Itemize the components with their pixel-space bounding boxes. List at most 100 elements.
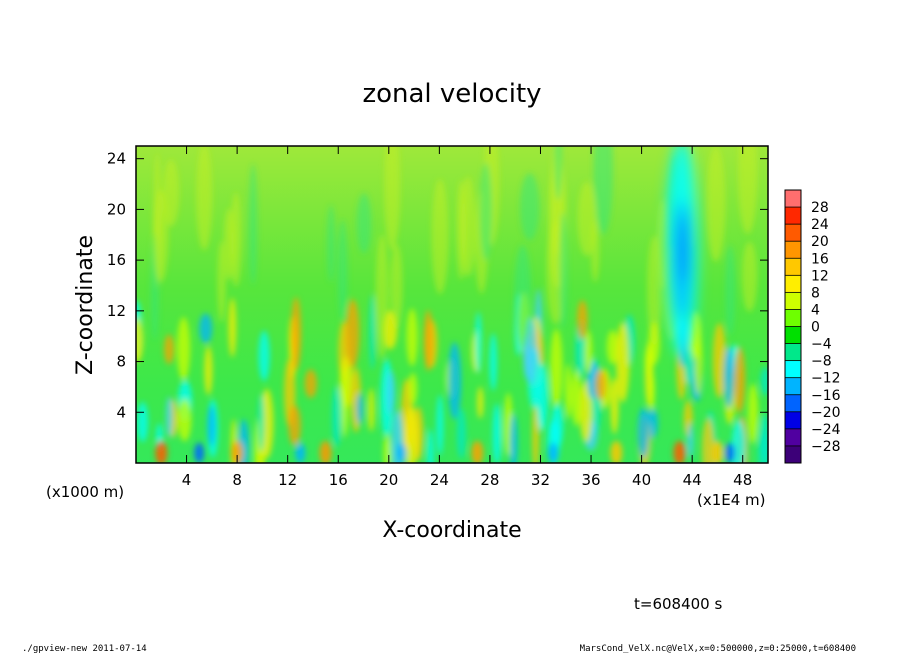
colorbar-swatch-10 [785, 360, 801, 379]
field-streak [554, 146, 563, 201]
colorbar-label-10: −12 [811, 371, 841, 387]
field-cell [687, 423, 694, 458]
field-cell [383, 434, 391, 463]
field-cell [291, 297, 302, 371]
field-streak [520, 173, 540, 241]
colorbar-label-12: −20 [811, 405, 841, 421]
field-cell [386, 370, 396, 415]
x-axis-ticks: 4 8 12 16 20 24 28 32 36 40 44 48 [182, 146, 752, 489]
field-cell [176, 317, 191, 381]
colorbar-label-2: 20 [811, 234, 829, 250]
field-cell [644, 346, 654, 377]
x-axis-label: X-coordinate [382, 518, 521, 543]
colorbar-label-5: 8 [811, 285, 820, 301]
field-streak [337, 219, 348, 321]
field-cell [408, 372, 418, 405]
x-tick-label-4: 20 [379, 471, 398, 489]
y-axis-ticks: 4 8 12 16 20 24 [107, 150, 768, 421]
colorbar-swatch-4 [785, 258, 801, 276]
field-surface-cell [711, 440, 724, 463]
field-cell [447, 342, 462, 420]
field-surface-cell [610, 440, 623, 463]
field-surface-cell [471, 440, 484, 463]
field-cell [577, 300, 588, 340]
y-unit-note: (x1000 m) [46, 483, 124, 501]
field-surface-cell [194, 442, 205, 463]
field-cell [564, 364, 572, 419]
x-tick-label-0: 4 [182, 471, 192, 489]
field-cell [177, 398, 192, 442]
field-cell [475, 311, 482, 373]
colorbar-label-7: 0 [811, 320, 820, 336]
field-cell [427, 429, 434, 463]
field-cell [616, 322, 630, 403]
colorbar-swatch-9 [785, 343, 801, 362]
field-surface-cell [396, 442, 407, 463]
field-streak [356, 193, 372, 254]
field-cell [760, 366, 768, 396]
colorbar-label-3: 16 [811, 251, 829, 267]
field-cell [731, 420, 746, 463]
field-cell [694, 331, 703, 395]
x-tick-label-9: 40 [632, 471, 651, 489]
y-axis-label: Z-coordinate [73, 235, 98, 375]
colorbar-swatch-0 [785, 190, 801, 208]
colorbar-swatch-2 [785, 224, 801, 242]
field-cell [406, 308, 418, 367]
field-streak [593, 146, 614, 235]
colorbar-swatch-12 [785, 394, 801, 413]
jet-center [679, 212, 688, 283]
colorbar-swatch-3 [785, 241, 801, 259]
field-cell [258, 394, 265, 452]
field-cell [702, 418, 715, 463]
field-cell [684, 349, 694, 385]
field-cell [199, 313, 213, 344]
time-label: t=608400 s [634, 595, 722, 613]
field-cell [423, 310, 433, 371]
field-cell [584, 330, 593, 374]
field-surface-cell [295, 442, 306, 463]
x-tick-label-5: 24 [430, 471, 449, 489]
colorbar-swatch-1 [785, 207, 801, 225]
colorbar-swatch-15 [785, 445, 801, 464]
y-tick-label-4: 20 [107, 200, 126, 218]
x-unit-note: (x1E4 m) [697, 491, 766, 509]
field-surface-cell [155, 440, 168, 463]
field-streak [559, 212, 568, 328]
field-cell [637, 407, 649, 458]
field-surface-cell [725, 442, 736, 463]
field-streak [591, 219, 600, 283]
field-cell [136, 317, 144, 363]
chart-title: zonal velocity [362, 79, 541, 109]
field-cell [304, 369, 317, 398]
x-tick-label-6: 28 [480, 471, 499, 489]
field-cell [712, 323, 727, 399]
x-tick-label-3: 16 [329, 471, 348, 489]
colorbar-swatch-6 [785, 292, 801, 310]
x-tick-label-2: 12 [278, 471, 297, 489]
field-streak [706, 146, 726, 262]
colorbar-swatch-5 [785, 275, 801, 293]
field-cell [331, 385, 342, 447]
field-cell [204, 346, 213, 396]
field-streak [153, 189, 169, 283]
colorbar-swatch-13 [785, 411, 801, 430]
field-cell [345, 299, 360, 369]
field-cell [509, 413, 518, 463]
field-streak [741, 241, 758, 312]
colorbar-swatch-14 [785, 428, 801, 447]
field-cell [258, 330, 270, 381]
colorbar-label-6: 4 [811, 302, 820, 318]
field-streak [479, 162, 493, 261]
field-cell [579, 380, 593, 443]
field-cell [758, 414, 768, 463]
heatmap-field [136, 146, 768, 463]
y-tick-label-5: 24 [107, 150, 126, 168]
y-tick-label-1: 8 [116, 353, 126, 371]
colorbar-swatch-8 [785, 326, 801, 345]
field-cell [165, 396, 173, 437]
x-tick-label-1: 8 [232, 471, 242, 489]
footer-right: MarsCond_VelX.nc@VelX,x=0:500000,z=0:250… [580, 644, 856, 654]
field-surface-cell [673, 440, 686, 463]
